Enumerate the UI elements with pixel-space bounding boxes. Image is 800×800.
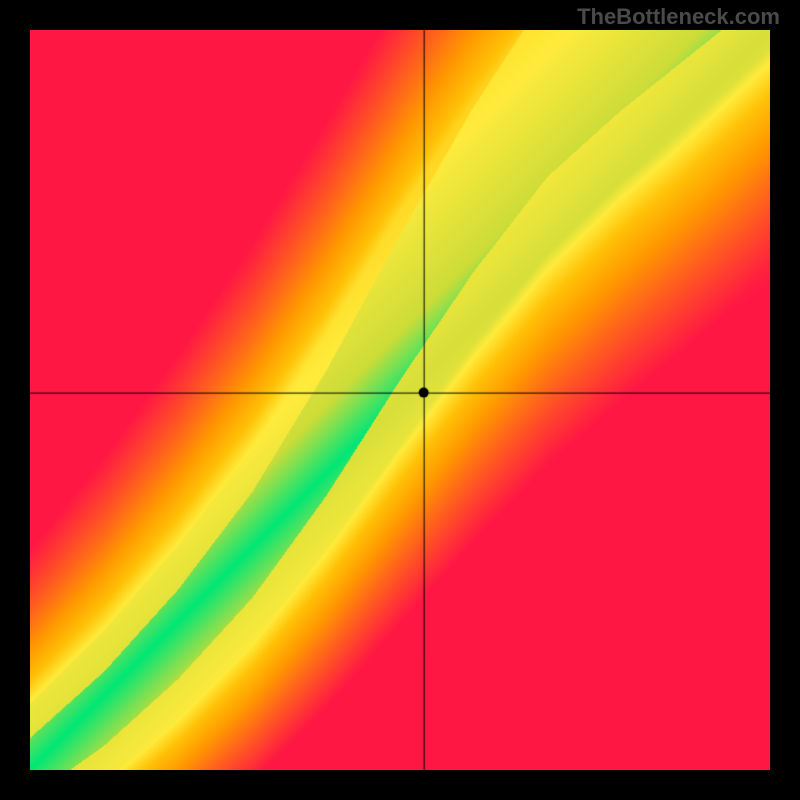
bottleneck-heatmap (30, 30, 770, 770)
heatmap-canvas (30, 30, 770, 770)
watermark-text: TheBottleneck.com (577, 4, 780, 30)
